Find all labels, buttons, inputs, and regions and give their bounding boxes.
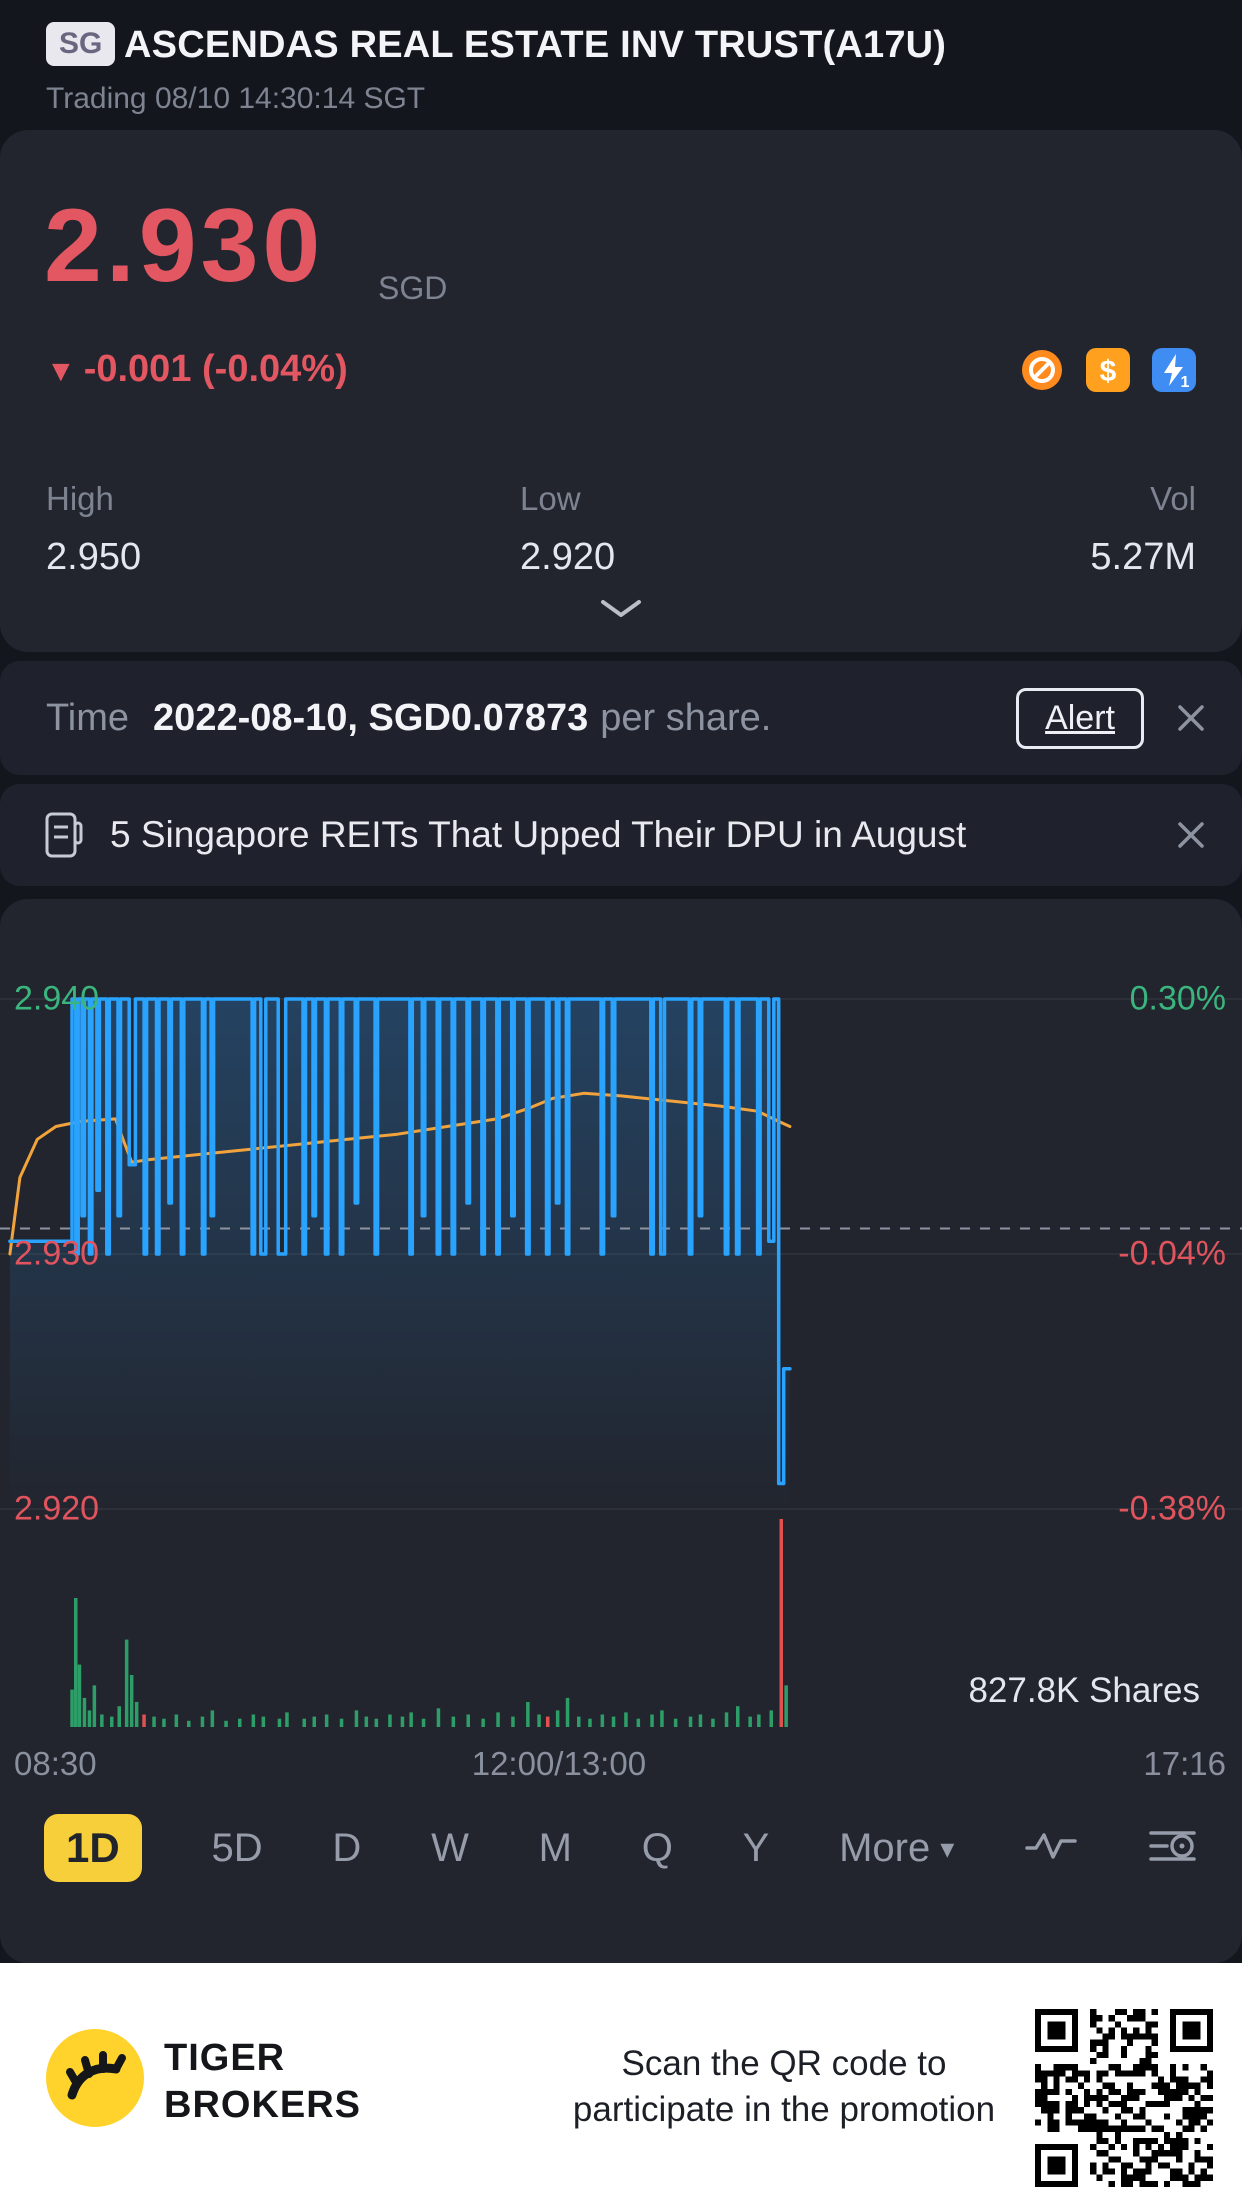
indicator-settings-icon[interactable] (1148, 1825, 1198, 1872)
y-pct-bottom: -0.38% (1118, 1489, 1226, 1528)
tab-q[interactable]: Q (641, 1825, 673, 1870)
qr-code (1035, 2009, 1213, 2187)
close-icon (1178, 822, 1204, 848)
no-shorting-badge-icon[interactable] (1020, 348, 1064, 392)
low-value: 2.920 (520, 536, 616, 578)
intraday-chart[interactable] (0, 899, 1242, 1731)
promo-text: Scan the QR code to participate in the p… (544, 2041, 1024, 2133)
chevron-down-icon: ▾ (940, 1832, 955, 1864)
vol-value: 5.27M (1090, 536, 1196, 578)
dividend-detail: 2022-08-10, SGD0.07873 (153, 696, 589, 739)
dividend-alert-bar: Time 2022-08-10, SGD0.07873 per share. A… (0, 661, 1242, 775)
volume-shares-label: 827.8K Shares (968, 1671, 1200, 1710)
tab-5d[interactable]: 5D (211, 1825, 263, 1870)
tab-1d[interactable]: 1D (44, 1814, 142, 1882)
tab-m[interactable]: M (538, 1825, 572, 1870)
market-badge: SG (46, 22, 116, 66)
period-tabbar: 1D 5D D W M Q Y More ▾ (0, 1805, 1242, 1891)
high-label: High (46, 480, 114, 517)
brand-line2: BROKERS (164, 2084, 362, 2126)
tiger-brokers-logo (46, 2029, 144, 2127)
high-value: 2.950 (46, 536, 142, 578)
expand-quote-button[interactable] (0, 598, 1242, 620)
promo-footer: TIGER BROKERS Scan the QR code to partic… (0, 1963, 1242, 2205)
price-change: ▼ -0.001 (-0.04%) (46, 348, 348, 391)
dividend-close-button[interactable] (1174, 701, 1208, 735)
last-price: 2.930 (44, 188, 325, 304)
y-pct-mid: -0.04% (1118, 1234, 1226, 1273)
y-tick-2940: 2.940 (14, 979, 100, 1018)
stock-flag-badges: $ 1 (1020, 348, 1196, 392)
stat-vol: Vol 5.27M (1090, 480, 1196, 579)
dividend-suffix: per share. (600, 696, 772, 739)
flash-count: 1 (1181, 374, 1190, 391)
tab-more[interactable]: More ▾ (839, 1826, 954, 1871)
dollar-glyph: $ (1100, 355, 1117, 388)
currency-label: SGD (378, 270, 448, 306)
down-arrow-icon: ▼ (46, 355, 76, 388)
dividend-time-label: Time (46, 696, 130, 739)
news-bar[interactable]: 5 Singapore REITs That Upped Their DPU i… (0, 784, 1242, 886)
chart-type-line-icon[interactable] (1024, 1826, 1078, 1871)
vol-label: Vol (1150, 480, 1196, 517)
x-label-noon: 12:00/13:00 (471, 1745, 647, 1782)
news-close-button[interactable] (1174, 818, 1208, 852)
close-icon (1178, 705, 1204, 731)
alert-button[interactable]: Alert (1016, 687, 1144, 749)
promo-line2: participate in the promotion (572, 2090, 996, 2129)
x-axis: 08:30 12:00/13:00 17:16 (0, 1745, 1242, 1789)
trading-status: Trading 08/10 14:30:14 SGT (46, 82, 426, 115)
tab-d[interactable]: D (332, 1825, 362, 1870)
more-label: More (839, 1825, 931, 1870)
y-tick-2920: 2.920 (14, 1489, 100, 1528)
quote-card: 2.930 SGD ▼ -0.001 (-0.04%) $ 1 High 2.95… (0, 130, 1242, 652)
x-label-open: 08:30 (14, 1745, 97, 1782)
stat-high: High 2.950 (46, 480, 141, 579)
chevron-down-icon (601, 600, 641, 617)
tab-y[interactable]: Y (742, 1825, 770, 1870)
brand-name: TIGER BROKERS (164, 2035, 361, 2129)
news-headline: 5 Singapore REITs That Upped Their DPU i… (110, 814, 967, 855)
stat-low: Low 2.920 (520, 480, 615, 579)
y-pct-top: 0.30% (1129, 979, 1226, 1018)
news-document-icon (45, 812, 83, 858)
brand-line1: TIGER (164, 2037, 286, 2079)
y-tick-2930: 2.930 (14, 1234, 100, 1273)
tab-w[interactable]: W (431, 1825, 469, 1870)
change-text: -0.001 (-0.04%) (83, 348, 348, 390)
stock-title: ASCENDAS REAL ESTATE INV TRUST(A17U) (124, 24, 947, 66)
dollar-badge-icon[interactable]: $ (1086, 348, 1130, 392)
chart-card: 2.940 2.930 2.920 0.30% -0.04% -0.38% 82… (0, 899, 1242, 1963)
promo-line1: Scan the QR code to (621, 2044, 947, 2083)
x-label-close: 17:16 (1143, 1745, 1226, 1782)
flash-order-badge-icon[interactable]: 1 (1152, 348, 1196, 392)
low-label: Low (520, 480, 581, 517)
